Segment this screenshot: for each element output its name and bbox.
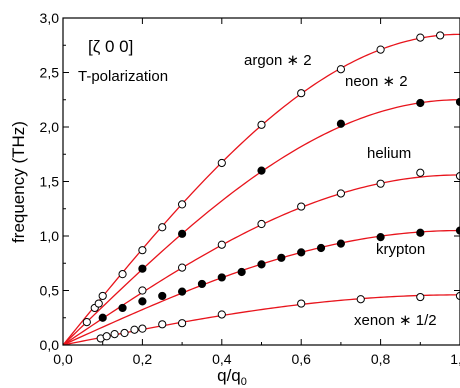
- y-tick-label-1: 0,5: [40, 283, 60, 299]
- data-point-s3-p3: [158, 291, 167, 301]
- data-point-s3-p6: [217, 273, 226, 282]
- data-point-s1-p0: [138, 264, 147, 273]
- x-tick-label-2: 0,4: [212, 351, 232, 367]
- y-tick-label-6: 3,0: [40, 10, 60, 26]
- data-point-s3-p0: [98, 313, 107, 322]
- data-point-s3-p2: [138, 297, 147, 306]
- data-point-s3-p7: [237, 267, 246, 277]
- data-point-s3-p5: [197, 279, 207, 289]
- data-point-s0-p8: [217, 158, 226, 168]
- y-tick-label-4: 2,0: [40, 119, 60, 135]
- x-tick-label-3: 0,6: [291, 351, 311, 367]
- data-point-s0-p0: [82, 318, 91, 327]
- data-point-s4-p3: [120, 328, 129, 338]
- data-point-s0-p13: [416, 33, 425, 42]
- data-point-s3-p4: [178, 287, 187, 296]
- data-point-s4-p1: [102, 332, 111, 341]
- data-point-s2-p4: [297, 202, 306, 211]
- data-point-s1-p1: [178, 229, 187, 238]
- data-point-s3-p1: [118, 303, 127, 313]
- axis-ticks: 0,0 0,2 0,4 0,6 0,8 1,0 0,0 0,5 1,0 1,5 2,0 2,5 3,0: [40, 10, 460, 367]
- data-point-s0-p3: [98, 291, 107, 301]
- data-point-s2-p7: [416, 168, 425, 177]
- y-tick-label-0: 0,0: [40, 337, 60, 353]
- annotation-polarization: T-polarization: [78, 68, 168, 85]
- data-point-s0-p5: [138, 246, 147, 255]
- data-point-s1-p2: [257, 166, 266, 175]
- data-point-s0-p14: [436, 31, 445, 40]
- data-point-s0-p10: [297, 89, 306, 98]
- x-axis-title-main: q/q: [217, 366, 241, 385]
- data-point-s3-p14: [416, 228, 425, 237]
- series-label-neon: neon ∗ 2: [345, 73, 408, 90]
- data-point-s3-p13: [376, 232, 385, 242]
- data-point-s0-p4: [118, 270, 127, 279]
- data-point-s0-p9: [257, 120, 266, 129]
- y-tick-label-5: 2,5: [40, 65, 60, 81]
- data-point-s0-p11: [336, 65, 345, 74]
- data-point-s4-p7: [178, 319, 187, 328]
- data-point-s4-p5: [138, 324, 147, 333]
- data-point-s2-p0: [138, 286, 147, 295]
- data-point-s0-p12: [376, 45, 385, 54]
- x-axis-title-subscript: 0: [241, 376, 247, 388]
- data-point-s0-p2: [94, 299, 103, 308]
- data-point-s4-p4: [130, 325, 139, 334]
- series-label-argon: argon ∗ 2: [244, 52, 312, 69]
- data-point-s4-p6: [158, 320, 167, 329]
- data-point-s3-p12: [336, 239, 345, 248]
- data-point-s3-p11: [316, 243, 326, 253]
- y-tick-label-2: 1,0: [40, 228, 60, 244]
- data-point-s4-p10: [356, 295, 365, 304]
- data-point-s3-p10: [297, 248, 306, 257]
- data-point-s2-p5: [336, 189, 345, 198]
- data-point-s4-p9: [297, 299, 306, 308]
- data-point-s2-p2: [217, 240, 226, 249]
- series-label-helium: helium: [367, 145, 411, 162]
- data-point-s1-p4: [416, 98, 425, 108]
- y-tick-label-3: 1,5: [40, 174, 60, 190]
- y-axis-title: frequency (THz): [9, 121, 28, 243]
- data-point-s3-p8: [257, 260, 266, 269]
- annotation-direction: [ζ 0 0]: [88, 37, 133, 56]
- series-label-krypton: krypton: [376, 241, 425, 258]
- x-tick-label-4: 0,8: [371, 351, 391, 367]
- data-point-s3-p9: [277, 253, 286, 262]
- data-point-s2-p6: [376, 179, 385, 188]
- x-tick-label-0: 0,0: [53, 351, 73, 367]
- x-axis-title: q/q0: [217, 366, 247, 388]
- data-point-s2-p1: [178, 263, 187, 272]
- data-point-s4-p2: [110, 330, 119, 339]
- data-point-s1-p3: [336, 119, 345, 128]
- data-point-s4-p8: [217, 310, 226, 319]
- data-point-s2-p3: [257, 219, 266, 229]
- x-tick-label-5: 1,0: [450, 351, 460, 367]
- data-point-s4-p11: [416, 292, 425, 302]
- data-markers: [82, 31, 460, 343]
- fit-curve-4: [62, 294, 460, 346]
- data-point-s0-p6: [158, 223, 167, 232]
- x-tick-label-1: 0,2: [133, 351, 153, 367]
- data-point-s0-p7: [178, 200, 187, 209]
- series-label-xenon: xenon ∗ 1/2: [354, 312, 437, 329]
